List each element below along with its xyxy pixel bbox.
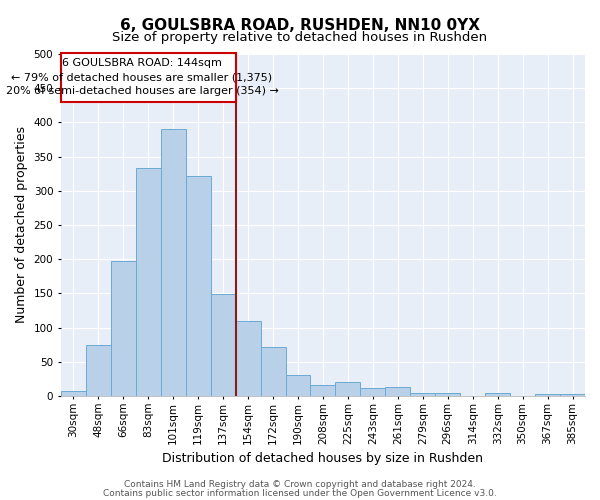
- Text: 6, GOULSBRA ROAD, RUSHDEN, NN10 0YX: 6, GOULSBRA ROAD, RUSHDEN, NN10 0YX: [120, 18, 480, 32]
- Bar: [136, 168, 161, 396]
- Bar: [560, 394, 585, 396]
- Bar: [385, 387, 410, 396]
- Bar: [410, 392, 435, 396]
- Text: 6 GOULSBRA ROAD: 144sqm
← 79% of detached houses are smaller (1,375)
20% of semi: 6 GOULSBRA ROAD: 144sqm ← 79% of detache…: [5, 58, 278, 96]
- Bar: [361, 388, 385, 396]
- Bar: [211, 294, 236, 396]
- Bar: [86, 344, 111, 396]
- Bar: [260, 346, 286, 396]
- Bar: [535, 394, 560, 396]
- FancyBboxPatch shape: [61, 52, 236, 102]
- Text: Contains public sector information licensed under the Open Government Licence v3: Contains public sector information licen…: [103, 489, 497, 498]
- Text: Contains HM Land Registry data © Crown copyright and database right 2024.: Contains HM Land Registry data © Crown c…: [124, 480, 476, 489]
- Bar: [335, 382, 361, 396]
- X-axis label: Distribution of detached houses by size in Rushden: Distribution of detached houses by size …: [163, 452, 484, 465]
- Bar: [186, 176, 211, 396]
- Bar: [161, 129, 186, 396]
- Text: Size of property relative to detached houses in Rushden: Size of property relative to detached ho…: [112, 31, 488, 44]
- Bar: [435, 394, 460, 396]
- Bar: [61, 390, 86, 396]
- Bar: [236, 320, 260, 396]
- Y-axis label: Number of detached properties: Number of detached properties: [15, 126, 28, 324]
- Bar: [286, 376, 310, 396]
- Bar: [485, 394, 510, 396]
- Bar: [111, 261, 136, 396]
- Bar: [310, 385, 335, 396]
